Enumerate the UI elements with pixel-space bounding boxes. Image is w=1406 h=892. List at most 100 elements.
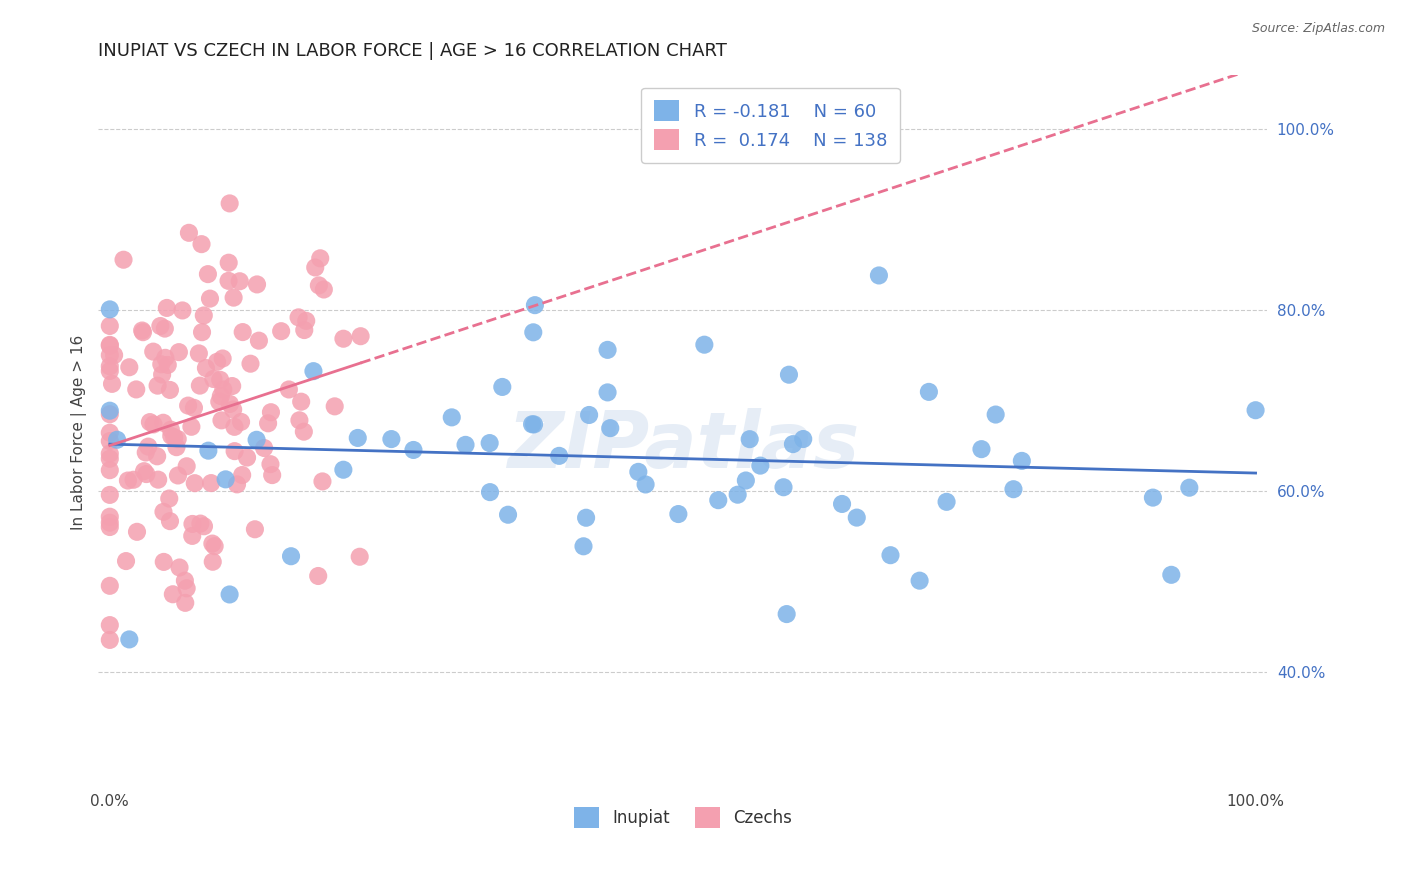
Point (204, 539, 226, 553)
Point (224, 420, 246, 434)
Point (198, 292, 221, 306)
Point (578, 408, 600, 422)
Point (98, 302, 121, 317)
Point (693, 337, 716, 351)
Point (98, 338, 121, 352)
Point (596, 385, 619, 400)
Point (478, 436, 501, 450)
Point (98, 348, 121, 362)
Point (166, 440, 188, 454)
Point (831, 497, 853, 511)
Point (221, 379, 243, 393)
Point (132, 325, 155, 339)
Point (98, 488, 121, 502)
Point (259, 457, 281, 471)
Point (150, 357, 173, 371)
Point (270, 324, 292, 338)
Point (1002, 482, 1025, 496)
Point (166, 432, 188, 446)
Point (177, 226, 200, 240)
Point (218, 587, 240, 601)
Point (98, 451, 121, 466)
Point (118, 632, 141, 647)
Point (277, 383, 299, 397)
Point (323, 400, 346, 414)
Point (738, 432, 761, 446)
Point (197, 267, 219, 281)
Text: Source: ZipAtlas.com: Source: ZipAtlas.com (1251, 22, 1385, 36)
Point (666, 507, 689, 521)
Point (246, 277, 269, 292)
Point (1244, 403, 1267, 417)
Point (135, 445, 157, 459)
Point (173, 574, 195, 588)
Point (131, 324, 153, 338)
Point (197, 443, 219, 458)
Point (292, 425, 315, 439)
Point (101, 376, 124, 391)
Point (349, 329, 371, 343)
Point (148, 473, 170, 487)
Point (190, 237, 212, 252)
Point (935, 495, 957, 509)
Point (98, 407, 121, 421)
Point (309, 252, 332, 266)
Point (205, 355, 228, 369)
Point (142, 417, 165, 432)
Point (142, 344, 165, 359)
Point (180, 419, 202, 434)
Point (181, 516, 204, 531)
Point (523, 417, 546, 432)
Point (125, 383, 148, 397)
Point (136, 440, 159, 454)
Point (98, 338, 121, 352)
Point (152, 555, 174, 569)
Point (226, 477, 249, 491)
Point (98, 447, 121, 461)
Point (908, 574, 931, 588)
Point (522, 326, 544, 340)
Point (115, 554, 138, 568)
Point (222, 291, 245, 305)
Point (260, 405, 283, 419)
Point (156, 358, 179, 372)
Point (218, 196, 240, 211)
Point (183, 401, 205, 415)
Point (155, 351, 177, 365)
Point (346, 431, 368, 445)
Point (174, 596, 197, 610)
Point (776, 607, 799, 621)
Point (159, 514, 181, 528)
Point (311, 475, 333, 489)
Point (229, 415, 252, 429)
Point (98, 403, 121, 417)
Point (304, 260, 326, 275)
Point (302, 364, 325, 378)
Point (125, 524, 148, 539)
Point (232, 325, 254, 339)
Point (162, 587, 184, 601)
Point (103, 348, 125, 362)
Point (98, 632, 121, 647)
Point (156, 301, 179, 315)
Point (187, 346, 209, 360)
Point (307, 569, 329, 583)
Point (970, 442, 993, 457)
Point (257, 417, 280, 431)
Point (288, 413, 311, 427)
Point (98, 434, 121, 448)
Point (98, 463, 121, 477)
Point (224, 444, 246, 458)
Point (295, 314, 318, 328)
Point (122, 473, 145, 487)
Point (707, 493, 730, 508)
Point (575, 510, 598, 524)
Point (312, 283, 335, 297)
Point (845, 510, 868, 524)
Point (491, 380, 513, 394)
Point (146, 450, 169, 464)
Point (157, 491, 180, 506)
Point (98, 318, 121, 333)
Point (239, 357, 262, 371)
Point (454, 438, 477, 452)
